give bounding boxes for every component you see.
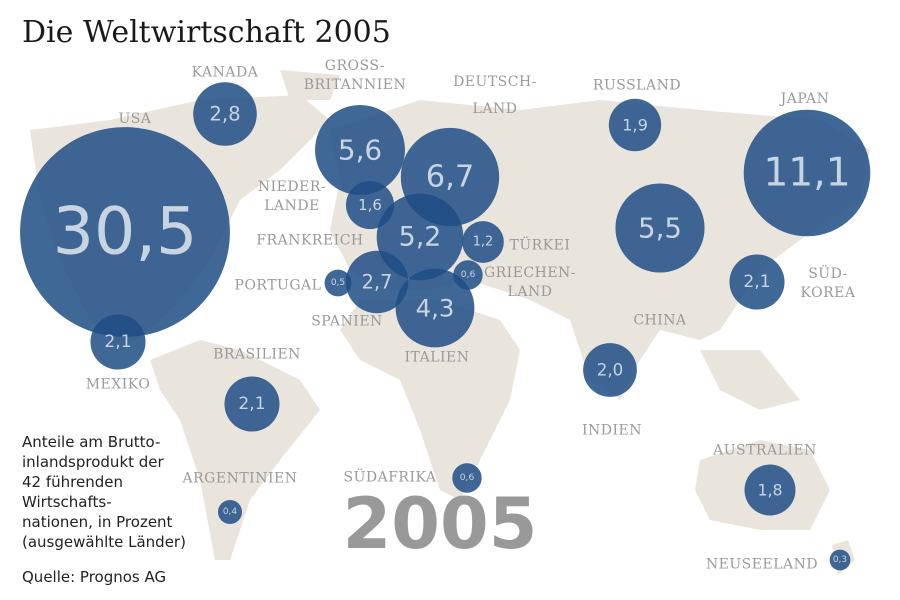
country-label: LAND: [508, 284, 553, 300]
country-label: LAND: [473, 101, 518, 117]
country-label: SÜD-: [808, 264, 848, 282]
country-label: MEXIKO: [86, 377, 151, 393]
bubble: [615, 183, 705, 273]
country-label: KOREA: [801, 285, 856, 301]
bubble: [315, 105, 405, 195]
bubble: [743, 109, 871, 237]
country-label: BRITANNIEN: [304, 77, 407, 93]
title: Die Weltwirtschaft 2005: [22, 15, 391, 50]
country-label: SÜDAFRIKA: [343, 468, 436, 486]
value-label: 0,6: [460, 473, 475, 483]
country-label: CHINA: [633, 313, 687, 329]
country-label: JAPAN: [779, 91, 830, 107]
country-label: AUSTRALIEN: [712, 443, 817, 459]
country-label: TÜRKEI: [510, 236, 571, 254]
value-label: 2,1: [104, 332, 131, 352]
value-label: 5,6: [338, 134, 382, 167]
note-line: (ausgewählte Länder): [22, 533, 186, 551]
note-line: 42 führenden: [22, 473, 123, 491]
bubble: [20, 127, 230, 337]
value-label: 2,7: [362, 271, 393, 294]
country-label: KANADA: [192, 65, 259, 81]
bubble: [217, 499, 243, 525]
value-label: 0,6: [461, 270, 476, 280]
country-label: NEUSEELAND: [706, 557, 818, 573]
country-label: FRANKREICH: [256, 233, 363, 249]
country-label: PORTUGAL: [235, 278, 322, 294]
value-label: 2,0: [597, 361, 623, 380]
bubble: [90, 314, 146, 370]
country-label: BRASILIEN: [213, 347, 301, 363]
value-label: 5,5: [638, 212, 682, 245]
source: Quelle: Prognos AG: [22, 568, 166, 586]
value-label: 1,6: [358, 196, 382, 214]
bubble: [193, 82, 257, 146]
bubble: [462, 221, 504, 263]
value-label: 0,4: [223, 507, 238, 517]
bubble: [829, 549, 851, 571]
value-label: 2,8: [209, 103, 240, 126]
country-label: SPANIEN: [311, 314, 383, 330]
value-label: 1,8: [757, 481, 782, 500]
bubble: [608, 98, 662, 152]
note-line: Anteile am Brutto-: [22, 433, 160, 451]
value-label: 30,5: [53, 195, 198, 270]
value-label: 6,7: [426, 160, 474, 195]
country-label: LANDE: [264, 198, 320, 214]
bubble: [744, 464, 796, 516]
country-label: GROSS-: [325, 58, 385, 74]
value-label: 11,1: [763, 151, 850, 196]
country-label: NIEDER-: [258, 179, 326, 195]
note-line: inlandsprodukt der: [22, 453, 165, 471]
value-label: 5,2: [399, 222, 442, 253]
note-line: Wirtschafts-: [22, 493, 112, 511]
country-label: RUSSLAND: [593, 78, 681, 94]
country-label: ITALIEN: [404, 350, 469, 366]
value-label: 1,9: [622, 116, 648, 135]
note-line: nationen, in Prozent: [22, 513, 173, 531]
value-label: 0,3: [833, 555, 847, 565]
value-label: 0,5: [331, 278, 345, 288]
value-label: 2,1: [743, 272, 770, 292]
country-label: INDIEN: [582, 423, 642, 439]
bubble: [395, 268, 475, 348]
country-label: ARGENTINIEN: [182, 471, 298, 487]
value-label: 1,2: [473, 235, 494, 250]
bubble: [583, 343, 637, 397]
bubble: [376, 193, 464, 281]
bubble: [452, 463, 482, 493]
year-label: 2005: [343, 483, 538, 565]
bubble: [224, 376, 280, 432]
country-label: USA: [119, 111, 152, 127]
bubble: [345, 250, 409, 314]
country-label: GRIECHEN-: [484, 265, 576, 281]
country-label: DEUTSCH-: [453, 74, 537, 90]
bubble: [324, 269, 352, 297]
value-label: 2,1: [238, 394, 265, 414]
bubble: [729, 254, 785, 310]
value-label: 4,3: [416, 294, 455, 323]
